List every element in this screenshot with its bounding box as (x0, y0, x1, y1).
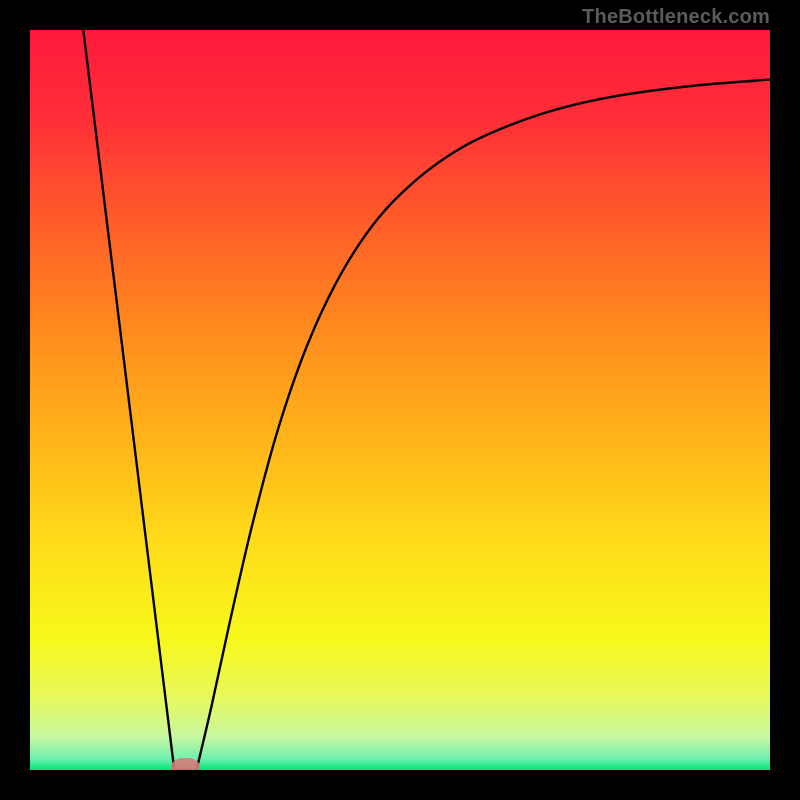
chart-frame: TheBottleneck.com (0, 0, 800, 800)
curve-layer (30, 30, 770, 770)
plot-area (30, 30, 770, 770)
watermark-text: TheBottleneck.com (582, 6, 770, 29)
bottleneck-curve (83, 30, 770, 770)
vertex-marker (171, 758, 201, 770)
